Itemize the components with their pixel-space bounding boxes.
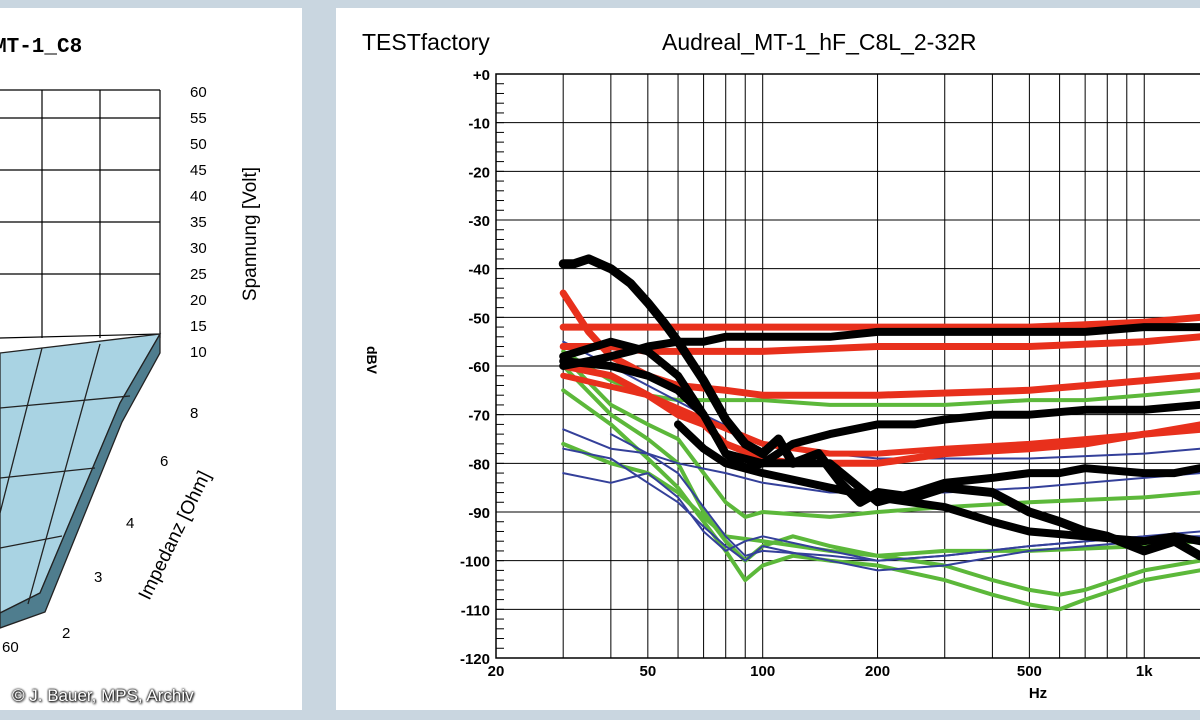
y-tick-label: 8	[190, 405, 198, 422]
series-layer	[558, 254, 1200, 612]
y-tick-label: 4	[126, 515, 134, 532]
z-tick-label: 45	[190, 162, 207, 179]
z-tick-label: 50	[190, 136, 207, 153]
y-tick-labels: +0 -10 -20 -30 -40 -50 -60 -70 -80 -90 -100 -110 -12…	[460, 67, 490, 668]
y-tick-label: 2	[62, 625, 70, 642]
series-line-red-7	[559, 289, 1200, 399]
z-axis-ticks: 60 55 50 45 40 35 30 25 20 15 10	[190, 84, 207, 361]
z-axis-label: Spannung [Volt]	[240, 167, 261, 301]
image-credit: © J. Bauer, MPS, Archiv	[12, 686, 194, 705]
y-tick-label: +0	[473, 67, 490, 84]
z-tick-label: 40	[190, 188, 207, 205]
series-line-blue-19	[609, 433, 1200, 494]
x-axis-tick: 60	[2, 639, 19, 656]
y-tick-label: -100	[460, 554, 490, 571]
y-tick-label: -40	[468, 262, 490, 279]
x-axis-label: Hz	[1029, 685, 1047, 702]
series-line-green-13	[561, 388, 1200, 612]
y-tick-label: -30	[468, 213, 490, 230]
back-wall-grid	[0, 89, 161, 339]
series-line-black-1	[559, 323, 1200, 370]
x-tick-labels: 20 50 100 200 500 1k	[488, 663, 1154, 680]
y-tick-label: -10	[468, 116, 490, 133]
y-tick-label: -90	[468, 505, 490, 522]
series-line-blue-17	[562, 472, 1200, 562]
series-line-red-9	[560, 372, 1200, 457]
x-tick-label: 1k	[1136, 663, 1153, 680]
z-tick-label: 55	[190, 110, 207, 127]
z-tick-label: 30	[190, 240, 207, 257]
series-line-blue-16	[562, 447, 1200, 572]
y-axis-ticks: 8 6 4 3 2	[62, 405, 198, 642]
series-line-black-3	[559, 357, 1200, 507]
chart-title-left: TESTfactory	[362, 29, 490, 55]
surface-floor	[0, 331, 162, 629]
y-tick-label: 3	[94, 569, 102, 586]
x-tick-label: 100	[750, 663, 775, 680]
y-tick-label: -110	[461, 602, 490, 619]
z-tick-label: 15	[190, 318, 207, 335]
series-line-black-0	[558, 254, 1200, 561]
y-tick-label: -50	[468, 310, 490, 327]
z-tick-label: 10	[190, 344, 207, 361]
series-line-green-12	[561, 364, 1200, 597]
surface-right-side	[0, 331, 161, 629]
y-tick-label: -60	[468, 359, 490, 376]
y-axis-label: dBV	[364, 346, 380, 375]
series-line-black-2	[559, 337, 1200, 468]
frequency-response-chart: TESTfactory Audreal_MT-1_hF_C8L_2-32R +0…	[362, 29, 1200, 702]
z-tick-label: 60	[190, 84, 207, 101]
chart-title-right: Audreal_MT-1_hF_C8L_2-32R	[662, 29, 977, 55]
x-tick-label: 200	[865, 663, 890, 680]
surface-chart-panel: MT-1_C8 60 55 50 45 40 35 30 25 20 15 10 Spannung …	[0, 8, 302, 710]
y-tick-label: -20	[468, 164, 490, 181]
y-tick-label: -70	[468, 408, 490, 425]
surface-chart: MT-1_C8 60 55 50 45 40 35 30 25 20 15 10 Spannung …	[0, 36, 261, 656]
x-tick-label: 50	[639, 663, 656, 680]
z-tick-label: 35	[190, 214, 207, 231]
surface-title: MT-1_C8	[0, 36, 82, 59]
series-line-red-5	[559, 313, 1200, 331]
y-tick-label: -80	[468, 456, 490, 473]
z-tick-label: 25	[190, 266, 207, 283]
frequency-chart-panel: TESTfactory Audreal_MT-1_hF_C8L_2-32R +0…	[336, 8, 1200, 710]
z-tick-label: 20	[190, 292, 207, 309]
y-axis-label: Impedanz [Ohm]	[135, 468, 215, 603]
y-tick-label: 6	[160, 453, 168, 470]
series-line-black-4	[674, 420, 1200, 546]
x-tick-label: 500	[1017, 663, 1042, 680]
x-tick-label: 20	[488, 663, 505, 680]
y-tick-label: -120	[460, 651, 490, 668]
